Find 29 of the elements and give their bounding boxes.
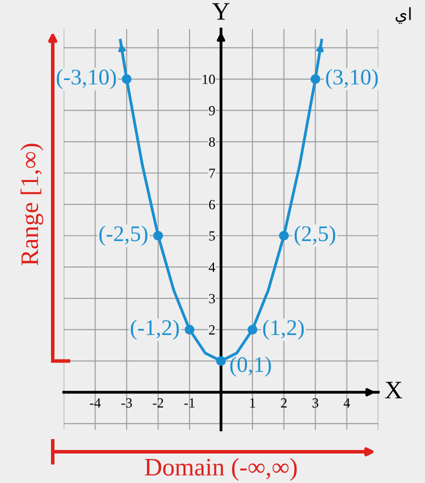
- y-axis-title: Y: [212, 3, 230, 20]
- annotation: (1,2): [263, 320, 304, 340]
- x-axis-title: X: [385, 382, 402, 398]
- x-tick-label: -3: [121, 398, 132, 408]
- annotation: (2,5): [294, 226, 336, 246]
- text: Domain (-∞,∞): [144, 458, 297, 481]
- annotation: (-3,10): [56, 69, 116, 90]
- text: يا: [396, 7, 411, 24]
- y-tick-label: 2: [209, 325, 215, 334]
- x-tick-label: 4: [344, 398, 350, 408]
- y-tick-label: 10: [202, 74, 215, 84]
- y-tick-label: 6: [209, 200, 216, 210]
- y-tick-label: 4: [208, 262, 216, 272]
- x-tick-label: 1: [250, 398, 256, 408]
- y-tick-label: 8: [209, 137, 215, 147]
- y-tick-label: 9: [208, 106, 215, 116]
- annotation: (-1,2): [130, 320, 179, 340]
- annotation: (0,1): [230, 356, 271, 377]
- y-tick-label: 5: [209, 231, 215, 241]
- text: Range [1,∞): [20, 144, 44, 266]
- x-tick-label: -1: [184, 398, 194, 408]
- annotation: (-2,5): [99, 226, 148, 246]
- annotation: (3,10): [326, 69, 378, 90]
- x-tick-label: 2: [281, 398, 287, 408]
- x-tick-label: -2: [152, 398, 164, 408]
- y-tick-label: 3: [209, 294, 215, 304]
- x-tick-label: 3: [312, 398, 318, 408]
- y-tick-label: 7: [209, 168, 216, 178]
- x-tick-label: -4: [90, 398, 101, 408]
